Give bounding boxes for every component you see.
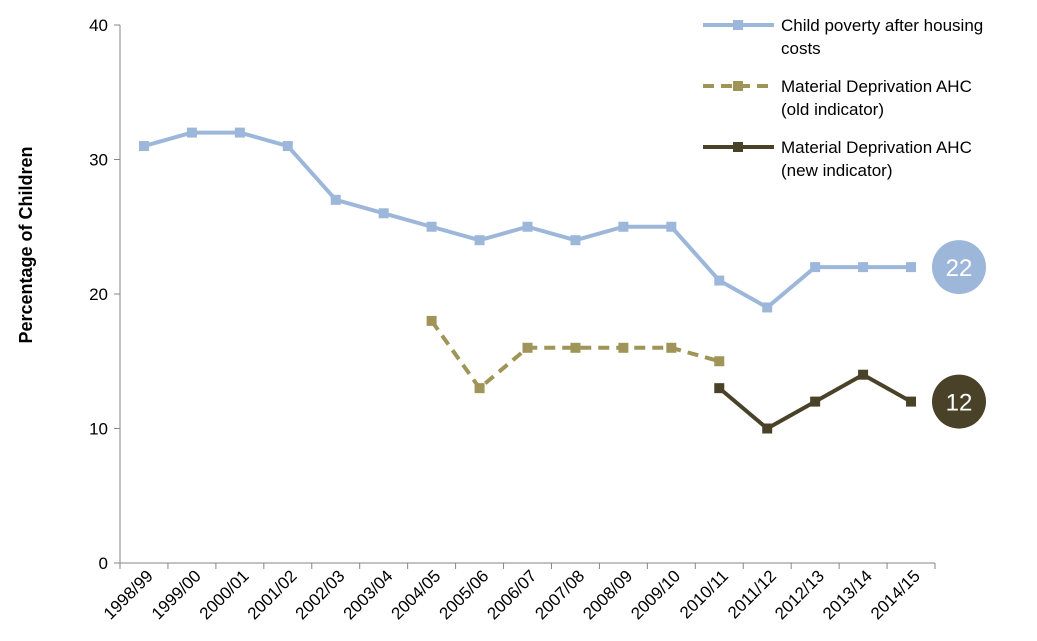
series-3 [714, 369, 917, 434]
x-tick-label: 2010/11 [676, 566, 732, 622]
series-line [143, 130, 912, 310]
x-tick-label: 2004/05 [388, 566, 445, 623]
data-point [474, 383, 485, 394]
data-point [234, 127, 245, 138]
data-point [186, 127, 197, 138]
x-tick-label: 2012/13 [771, 566, 828, 623]
x-tick-label: 2008/09 [579, 566, 636, 623]
data-point [138, 141, 149, 152]
legend: Child poverty after housing costs Material… [703, 16, 983, 180]
data-point [714, 383, 725, 394]
x-tick-label: 2005/06 [435, 566, 492, 623]
y-tick-label: 10 [89, 420, 108, 439]
legend-item-3: Material Deprivation AHC (new indicator) [703, 138, 972, 180]
x-tick-label: 1998/99 [100, 566, 157, 623]
x-tick-label: 2001/02 [244, 566, 301, 623]
data-point [666, 221, 677, 232]
y-tick-label: 30 [89, 151, 108, 170]
data-point [858, 369, 869, 380]
legend-label: Child poverty after housing [781, 16, 983, 35]
data-point [762, 302, 773, 313]
data-point [618, 342, 629, 353]
data-point [906, 262, 917, 273]
series-1 [138, 127, 917, 313]
x-tick-label: 2006/07 [483, 566, 540, 623]
end-value-circle [932, 374, 986, 429]
data-point [810, 396, 821, 407]
data-point [570, 342, 581, 353]
x-tick-label: 2007/08 [531, 566, 588, 623]
x-tick-label: 2002/03 [292, 566, 349, 623]
legend-label: Material Deprivation AHC [781, 138, 972, 157]
y-tick-label: 20 [89, 285, 108, 304]
data-point [522, 342, 533, 353]
legend-swatch-marker [733, 81, 743, 91]
end-value-circle [932, 240, 986, 295]
x-tick-label: 2000/01 [196, 566, 253, 623]
end-value-label: 22 [946, 255, 973, 282]
data-point [426, 315, 437, 326]
legend-swatch-marker [733, 142, 743, 152]
end-value-badge: 12 [932, 374, 986, 429]
data-point [906, 396, 917, 407]
end-value-badge: 22 [932, 240, 986, 295]
data-point [426, 221, 437, 232]
legend-label: (new indicator) [781, 161, 893, 180]
y-tick-label: 40 [89, 16, 108, 35]
x-tick-label: 2014/15 [867, 566, 924, 623]
legend-label: (old indicator) [781, 100, 884, 119]
data-point [282, 141, 293, 152]
x-tick-label: 2009/10 [627, 566, 684, 623]
data-point [570, 235, 581, 246]
data-point [378, 208, 389, 219]
legend-item-2: Material Deprivation AHC (old indicator) [703, 77, 972, 119]
data-point [330, 194, 341, 205]
data-point [714, 275, 725, 286]
legend-label: Material Deprivation AHC [781, 77, 972, 96]
data-point [858, 262, 869, 273]
data-point [618, 221, 629, 232]
series-line [429, 319, 720, 391]
series-2 [426, 315, 725, 394]
end-labels: 22 12 [932, 240, 986, 429]
data-point [714, 356, 725, 367]
x-tick-label: 2013/14 [819, 566, 876, 623]
end-value-label: 12 [946, 390, 973, 417]
legend-label: costs [781, 39, 821, 58]
x-tick-label: 2003/04 [340, 566, 397, 623]
data-point [810, 262, 821, 273]
data-point [666, 342, 677, 353]
data-point [762, 423, 773, 434]
series-layer [138, 127, 917, 434]
legend-item-1: Child poverty after housing costs [703, 16, 983, 58]
x-tick-label: 2011/12 [724, 566, 780, 622]
legend-swatch-marker [733, 20, 743, 30]
y-axis-title: Percentage of Children [16, 146, 36, 343]
data-point [522, 221, 533, 232]
data-point [474, 235, 485, 246]
y-tick-label: 0 [99, 554, 108, 573]
x-tick-label: 1999/00 [148, 566, 205, 623]
